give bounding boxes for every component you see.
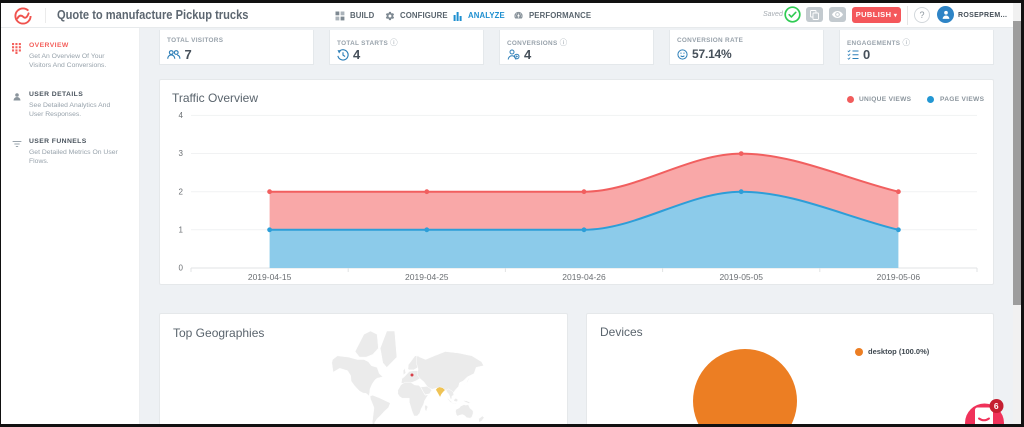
svg-text:2019-04-25: 2019-04-25 [405,272,449,282]
svg-text:2019-05-05: 2019-05-05 [719,272,763,282]
svg-text:3: 3 [179,149,184,158]
svg-text:6: 6 [993,401,998,411]
svg-text:2019-04-26: 2019-04-26 [562,272,606,282]
svg-text:2019-05-06: 2019-05-06 [877,272,921,282]
svg-text:0: 0 [179,264,184,273]
svg-text:4: 4 [179,111,184,120]
svg-text:2: 2 [179,188,184,197]
svg-text:2019-04-15: 2019-04-15 [248,272,292,282]
svg-text:1: 1 [179,226,184,235]
